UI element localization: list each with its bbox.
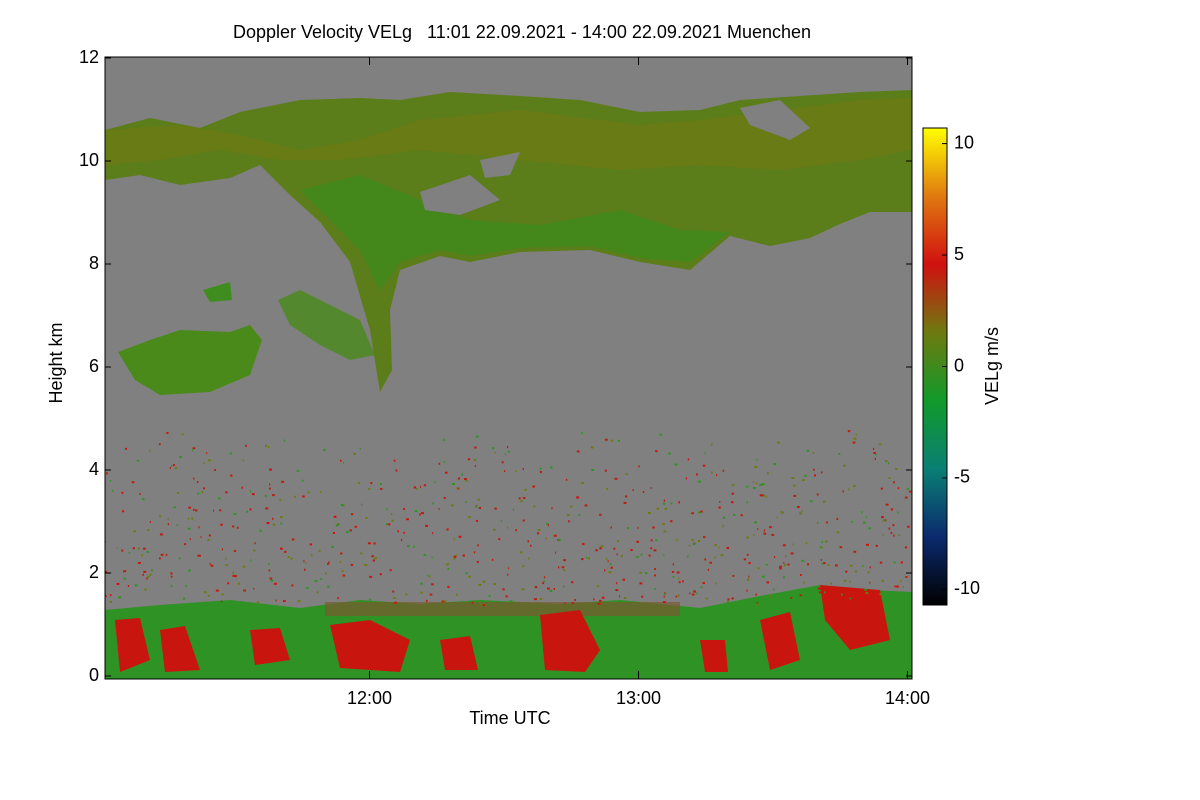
y-tick-label: 2 (89, 562, 99, 582)
boundary-layer-top (325, 602, 680, 616)
y-tick-label: 8 (89, 253, 99, 273)
x-tick-label: 14:00 (885, 688, 930, 708)
updraft-patches (115, 585, 890, 672)
colorbar-tick-label: 5 (954, 244, 964, 264)
cloud-upper-band (105, 98, 912, 170)
cloud-gap (420, 175, 500, 215)
cloud-gap (740, 100, 810, 140)
y-axis-label: Height km (46, 322, 66, 403)
cloud-gap (480, 152, 520, 178)
y-tick-label: 4 (89, 459, 99, 479)
y-tick-label: 6 (89, 356, 99, 376)
colorbar-tick-label: 0 (954, 355, 964, 375)
x-tick-label: 13:00 (616, 688, 661, 708)
colorbar-tick-label: -5 (954, 467, 970, 487)
echo-field (105, 90, 912, 679)
colorbar-tick-label: 10 (954, 132, 974, 152)
mid-cloud (118, 325, 262, 395)
colorbar-label: VELg m/s (982, 327, 1002, 405)
plot-frame (104, 56, 913, 680)
y-tick-label: 0 (89, 665, 99, 685)
y-tick-label: 12 (79, 47, 99, 67)
x-axis-label: Time UTC (469, 708, 550, 728)
chart-title: Doppler Velocity VELg 11:01 22.09.2021 -… (233, 22, 811, 42)
mid-cloud (278, 290, 375, 360)
mid-cloud (203, 282, 232, 302)
colorbar-tick-label: -10 (954, 578, 980, 598)
x-tick-label: 12:00 (347, 688, 392, 708)
y-tick-label: 10 (79, 150, 99, 170)
speckle (105, 430, 912, 607)
cloud-lower-band (300, 175, 730, 290)
